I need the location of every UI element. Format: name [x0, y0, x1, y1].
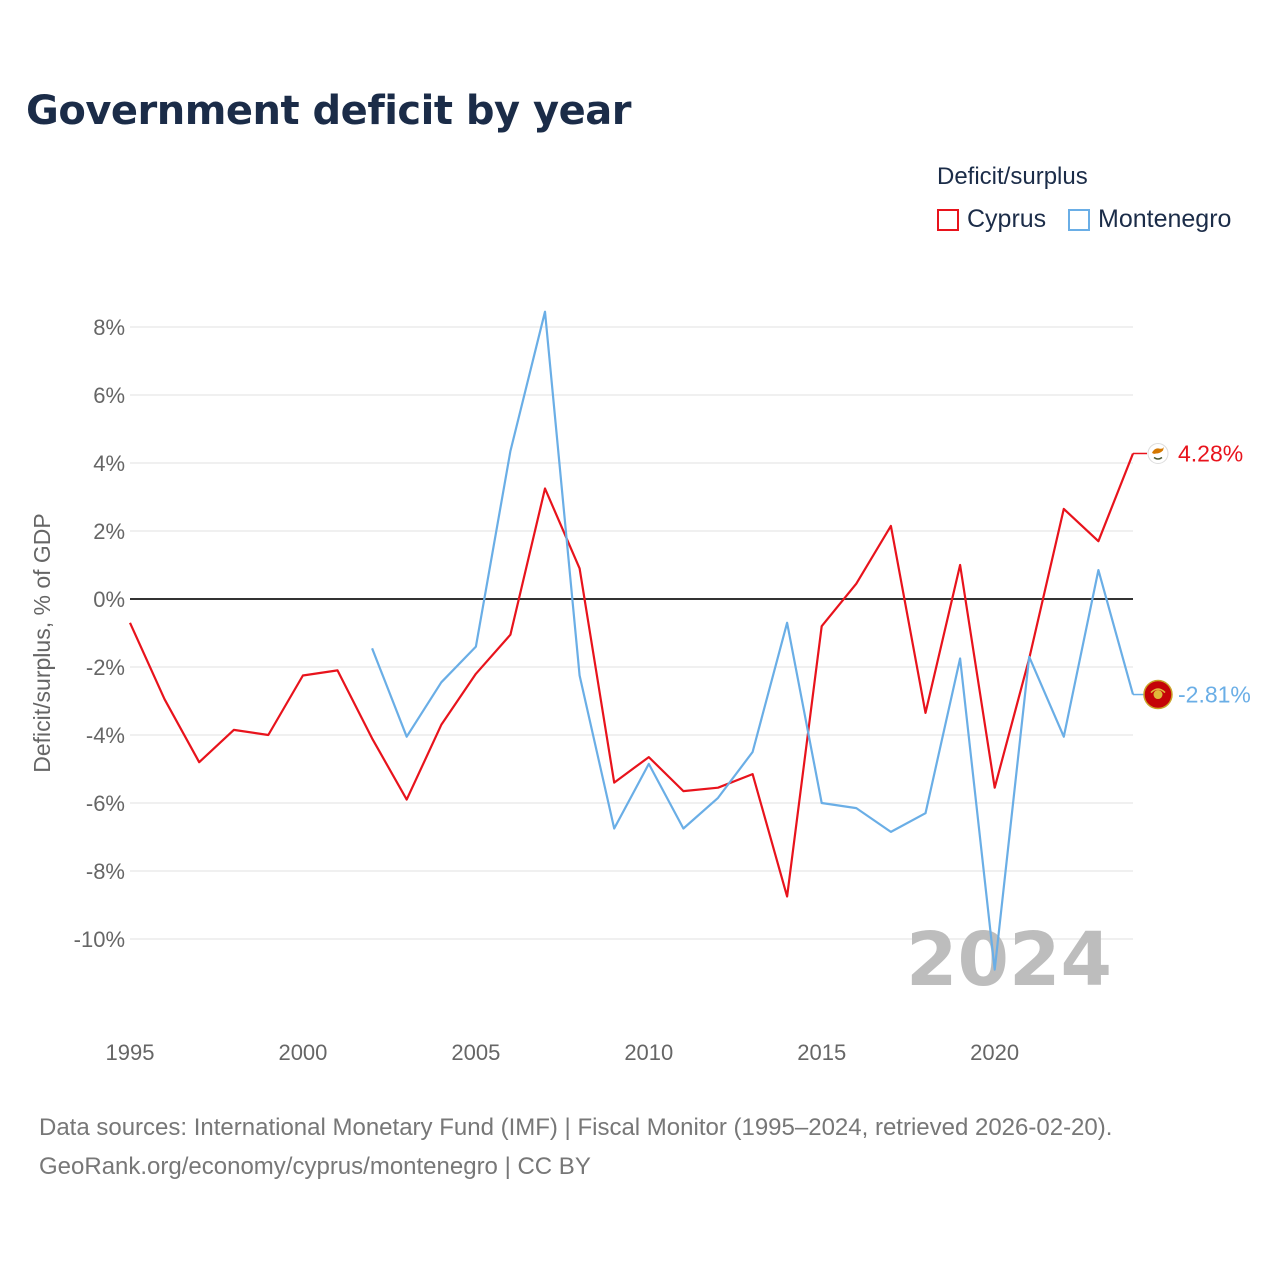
y-tick-label: 2%	[93, 519, 125, 544]
x-tick-label: 2010	[624, 1040, 673, 1065]
y-tick-label: 8%	[93, 315, 125, 340]
series-line-montenegro[interactable]	[371, 310, 1135, 971]
chart-title: Government deficit by year	[26, 88, 631, 134]
cyprus-flag-icon	[1147, 442, 1169, 464]
x-tick-label: 2000	[278, 1040, 327, 1065]
year-watermark: 2024	[906, 917, 1112, 1003]
y-tick-label: -6%	[86, 791, 125, 816]
x-tick-label: 1995	[106, 1040, 155, 1065]
legend-item-cyprus[interactable]: Cyprus	[937, 205, 1046, 234]
legend-label-montenegro: Montenegro	[1098, 205, 1232, 233]
source-note: Data sources: International Monetary Fun…	[39, 1108, 1112, 1186]
source-line-2[interactable]: GeoRank.org/economy/cyprus/montenegro | …	[39, 1153, 591, 1180]
end-labels: 4.28% -2.81%	[1133, 440, 1251, 710]
end-label-montenegro: -2.81%	[1178, 682, 1251, 708]
y-tick-label: 4%	[93, 451, 125, 476]
x-tick-label: 2005	[451, 1040, 500, 1065]
y-tick-label: 0%	[93, 587, 125, 612]
y-tick-label: -8%	[86, 859, 125, 884]
series-lines	[128, 310, 1135, 971]
source-line-1: Data sources: International Monetary Fun…	[39, 1114, 1113, 1141]
legend-label-cyprus: Cyprus	[967, 205, 1047, 233]
line-chart: 8% 6% 4% 2% 0% -2% -4% -6% -8% -10% 1995 2000 2005 2…	[29, 310, 1251, 1065]
grid-lines	[130, 326, 1133, 940]
y-axis-label: Deficit/surplus, % of GDP	[29, 513, 55, 772]
series-line-cyprus[interactable]	[128, 453, 1135, 898]
legend-swatch-cyprus	[937, 208, 959, 231]
y-tick-label: 6%	[93, 383, 125, 408]
x-axis: 1995 2000 2005 2010 2015 2020	[106, 1040, 1020, 1065]
y-tick-label: -10%	[74, 927, 125, 952]
y-tick-label: -4%	[86, 723, 125, 748]
x-tick-label: 2020	[970, 1040, 1019, 1065]
montenegro-flag-icon	[1143, 679, 1173, 710]
y-axis: 8% 6% 4% 2% 0% -2% -4% -6% -8% -10%	[74, 315, 125, 952]
end-label-cyprus: 4.28%	[1178, 440, 1243, 466]
legend-swatch-montenegro	[1068, 208, 1090, 231]
legend-item-montenegro[interactable]: Montenegro	[1068, 205, 1231, 234]
x-tick-label: 2015	[797, 1040, 846, 1065]
legend-title: Deficit/surplus	[937, 163, 1088, 190]
y-tick-label: -2%	[86, 655, 125, 680]
